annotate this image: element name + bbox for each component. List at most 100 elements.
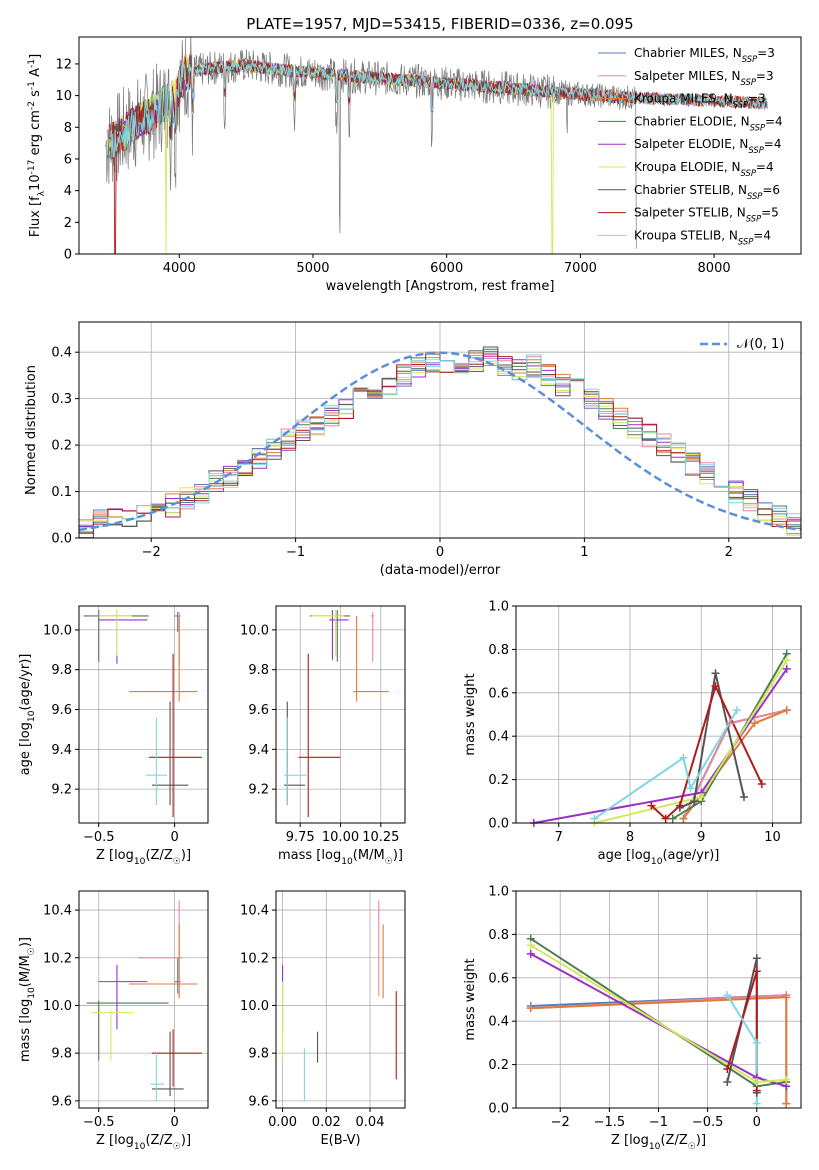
weight-vs-Z-ytick-label: 0.2 (488, 1058, 509, 1073)
weight-series-point (679, 814, 688, 823)
age-vs-Z-ytick-label: 9.8 (51, 663, 72, 678)
spectrum-ytick-label: 12 (55, 57, 72, 72)
weight-series-point (526, 941, 535, 950)
weight-series-point (782, 1099, 791, 1108)
age-vs-Z-frame (78, 605, 209, 824)
spectrum-model-line (109, 60, 768, 158)
weight-vs-age-plot-area (533, 653, 788, 823)
weight-series-point (732, 706, 741, 715)
age-vs-Z-xtick-label: −0.5 (83, 830, 115, 845)
weight-series-line (726, 994, 758, 1104)
mass-vs-Z-ytick-label: 10.4 (43, 904, 72, 919)
weight-vs-Z-xlabel: Z [log10(Z/Z☉)] (611, 1133, 706, 1152)
weight-vs-Z-xtick-label: 0 (753, 1115, 761, 1130)
spectrum-ytick-label: 4 (64, 184, 72, 199)
spectrum-legend: Chabrier MILES, NSSP=3 Salpeter MILES, NS… (598, 46, 783, 246)
spectrum-xtick-label: 5000 (296, 261, 329, 276)
age-vs-mass-axes: 9.75 10.00 10.25 9.2 9.4 9.6 9.8 10.0 mass [log1… (240, 605, 406, 867)
spectrum-ytick-label: 8 (64, 121, 72, 136)
weight-series-point (723, 1064, 732, 1073)
legend-entry: Kroupa ELODIE, NSSP=4 (634, 160, 774, 178)
weight-series-line (679, 672, 745, 809)
age-vs-Z-ylabel: age [log10(age/yr)] (18, 654, 37, 776)
mass-vs-Z-ylabel: mass [log10(M/M☉)] (18, 937, 37, 1062)
weight-vs-Z-ytick-label: 0.4 (488, 1015, 509, 1030)
mass-vs-Z-xlabel: Z [log10(Z/Z☉)] (96, 1133, 191, 1152)
age-vs-Z-ytick-label: 9.4 (51, 743, 72, 758)
mass-vs-ebv-frame (275, 890, 406, 1109)
weight-vs-age-ytick-label: 1.0 (488, 600, 509, 615)
mass-vs-Z-ytick-label: 9.6 (51, 1094, 72, 1109)
weight-series-point (782, 706, 791, 715)
age-vs-mass-ytick-label: 9.8 (248, 663, 269, 678)
spectrum-ytick-label: 6 (64, 152, 72, 167)
mass-vs-ebv-axes: 0.00 0.02 0.04 9.6 9.8 10.0 10.2 10.4 E(B-V) (240, 890, 406, 1148)
weight-series-point (686, 784, 695, 793)
legend-entry: Kroupa STELIB, NSSP=4 (634, 228, 771, 246)
weight-vs-age-xtick-label: 8 (626, 830, 634, 845)
age-vs-mass-xlabel: mass [log10(M/M☉)] (278, 848, 403, 867)
spectrum-xtick-label: 6000 (430, 261, 463, 276)
residuals-ytick-label: 0.3 (51, 392, 72, 407)
mass-vs-ebv-ytick-label: 10.4 (240, 904, 269, 919)
mass-vs-Z-ytick-label: 10.2 (43, 951, 72, 966)
weight-vs-age-frame (515, 605, 802, 824)
weight-vs-Z-xtick-label: −0.5 (692, 1115, 724, 1130)
residuals-ytick-label: 0.0 (51, 532, 72, 547)
weight-vs-age-axes: 7 8 9 10 0.0 0.2 0.4 0.6 0.8 1.0 age [log10(age/yr… (463, 600, 802, 867)
residuals-ytick-label: 0.2 (51, 439, 72, 454)
weight-vs-age-ylabel: mass weight (463, 673, 478, 755)
spectrum-ytick-label: 0 (64, 248, 72, 263)
weight-series-point (711, 669, 720, 678)
weight-vs-Z-xtick-label: −1 (649, 1115, 668, 1130)
weight-vs-age-ytick-label: 0.8 (488, 643, 509, 658)
residual-histogram (79, 354, 801, 529)
mass-vs-ebv-ytick-label: 9.8 (248, 1047, 269, 1062)
residuals-xtick-label: −2 (142, 545, 161, 560)
legend-entry: Chabrier ELODIE, NSSP=4 (634, 114, 783, 132)
age-vs-Z-xlabel: Z [log10(Z/Z☉)] (96, 848, 191, 867)
weight-series-point (752, 1077, 761, 1086)
weight-vs-age-xlabel: age [log10(age/yr)] (598, 848, 720, 867)
mass-vs-Z-xtick-label: 0 (170, 1115, 178, 1130)
age-vs-Z-ytick-label: 9.2 (51, 783, 72, 798)
residuals-plot-area (79, 346, 801, 538)
spectrum-ylabel: Flux [fλ10-17 erg cm-2 s-1 A-1] (27, 54, 47, 237)
weight-vs-age-ytick-label: 0.0 (488, 817, 509, 832)
age-vs-mass-ytick-label: 9.4 (248, 743, 269, 758)
residuals-ytick-label: 0.1 (51, 485, 72, 500)
spectrum-xlabel: wavelength [Angstrom, rest frame] (326, 279, 555, 294)
weight-series-point (661, 814, 670, 823)
weight-vs-Z-ytick-label: 0.6 (488, 971, 509, 986)
residuals-ytick-label: 0.4 (51, 346, 72, 361)
legend-entry: Salpeter ELODIE, NSSP=4 (634, 137, 782, 155)
legend-entry: Salpeter MILES, NSSP=3 (634, 69, 774, 87)
residuals-xtick-label: 2 (725, 545, 733, 560)
weight-vs-age-xtick-label: 7 (555, 830, 563, 845)
legend-entry: Kroupa MILES, NSSP=3 (634, 92, 766, 110)
residual-histogram (79, 346, 801, 538)
weight-series-point (757, 779, 766, 788)
normal-curve (79, 351, 801, 532)
weight-series-point (752, 1038, 761, 1047)
weight-vs-Z-axes: −2 −1.5 −1 −0.5 0 0.0 0.2 0.4 0.6 0.8 1.0 Z [log10(… (463, 885, 802, 1152)
weight-vs-Z-ytick-label: 0.0 (488, 1102, 509, 1117)
weight-series-point (526, 949, 535, 958)
weight-series-line (533, 668, 788, 823)
weight-series-point (752, 954, 761, 963)
weight-vs-age-ytick-label: 0.6 (488, 686, 509, 701)
age-vs-mass-xtick-label: 9.75 (286, 830, 315, 845)
mass-vs-ebv-xlabel: E(B-V) (320, 1133, 360, 1148)
residuals-axes: 𝒩(0, 1) −2 −1 0 1 2 0.0 0.1 0.2 0.3 0.4 (data-model… (24, 321, 802, 578)
mass-vs-Z-ytick-label: 10.0 (43, 999, 72, 1014)
mass-vs-ebv-ytick-label: 10.2 (240, 951, 269, 966)
age-vs-mass-xtick-label: 10.25 (362, 830, 399, 845)
mass-vs-Z-ytick-label: 9.8 (51, 1047, 72, 1062)
mass-vs-Z-plot-area (86, 900, 202, 1101)
weight-vs-age-xtick-label: 9 (697, 830, 705, 845)
weight-series-line (593, 709, 738, 820)
weight-series-point (782, 664, 791, 673)
age-vs-mass-plot-area (284, 609, 389, 818)
weight-series-point (740, 792, 748, 801)
